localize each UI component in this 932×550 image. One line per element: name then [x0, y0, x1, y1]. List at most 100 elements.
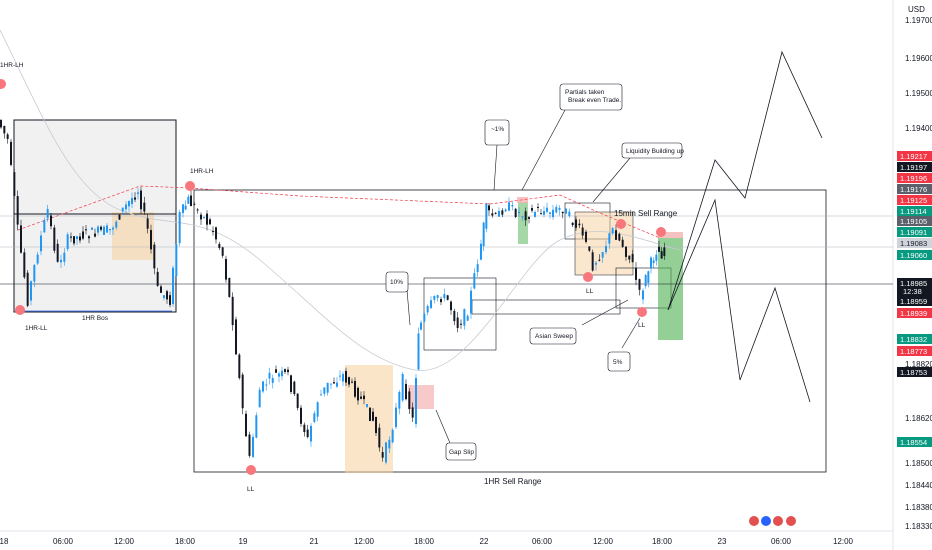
- candle-body: [310, 425, 312, 442]
- price-badge-label: 1.19196: [900, 174, 927, 183]
- candle-body: [88, 236, 90, 239]
- candle-body: [369, 407, 371, 421]
- candle-body: [339, 375, 341, 377]
- price-badge: [897, 296, 932, 306]
- candle-body: [625, 246, 627, 257]
- price-badge-label: 1.18554: [900, 438, 927, 447]
- candle-body: [238, 354, 241, 379]
- price-tick-label: 1.18380: [905, 503, 932, 512]
- candle-body: [36, 254, 39, 264]
- candle-body: [271, 378, 274, 383]
- candle-body: [618, 234, 621, 241]
- candle-body: [316, 402, 319, 417]
- candle-body: [491, 213, 494, 216]
- candle-body: [488, 205, 490, 211]
- candle-body: [540, 213, 542, 215]
- candle-body: [169, 295, 171, 305]
- price-badge: [897, 346, 932, 356]
- candle-body: [262, 381, 264, 392]
- candle-body: [660, 251, 663, 259]
- candle-body: [278, 373, 280, 377]
- candle-body: [561, 211, 564, 214]
- price-axis[interactable]: 1.197001.196001.195001.194001.188801.188…: [905, 16, 932, 531]
- countdown-label: 12:38: [903, 287, 922, 296]
- candle-body: [97, 226, 99, 233]
- candle-body: [508, 202, 510, 211]
- price-badge-label: 1.18959: [900, 297, 927, 306]
- candle-body: [575, 219, 577, 228]
- candle-body: [56, 243, 59, 262]
- candle-body: [275, 369, 277, 373]
- candle-body: [140, 190, 142, 210]
- candle-body: [628, 255, 631, 260]
- candle-body: [196, 209, 199, 211]
- candle-body: [514, 208, 517, 218]
- candle-body: [146, 218, 149, 229]
- candle-body: [485, 204, 488, 229]
- price-badge-label: 1.19197: [900, 163, 927, 172]
- candle-body: [647, 271, 650, 283]
- candle-body: [480, 243, 482, 260]
- candle-body: [137, 192, 139, 194]
- candle-body: [16, 196, 19, 225]
- candle-body: [215, 227, 217, 240]
- price-badge: [897, 238, 932, 248]
- candle-body: [160, 286, 162, 293]
- candle-body: [351, 381, 353, 383]
- candle-body: [76, 236, 78, 240]
- candle-body: [518, 211, 520, 213]
- price-tick-label: 1.18330: [905, 522, 932, 531]
- time-axis[interactable]: 18 06:00 12:00 18:00 19 21 12:00 18:00 22 06:00 12…: [0, 537, 854, 546]
- sell-range-box: [193, 189, 827, 473]
- candle-body: [611, 228, 614, 234]
- candle-body: [134, 197, 136, 200]
- candle-body: [128, 201, 130, 207]
- anno-10pct: 10%: [390, 279, 403, 286]
- candle-body: [40, 235, 42, 252]
- candle-body: [395, 407, 397, 428]
- candle-body: [46, 208, 49, 218]
- candle-body: [348, 377, 350, 385]
- candle-body: [6, 134, 9, 139]
- candle-body: [543, 211, 545, 215]
- candle-body: [598, 259, 601, 261]
- time-tick-label: 06:00: [53, 537, 74, 546]
- price-badge-label: 1.18773: [900, 347, 927, 356]
- candle-body: [94, 233, 96, 237]
- candle-body: [644, 275, 647, 287]
- candle-body: [470, 290, 472, 314]
- candle-body: [103, 226, 105, 235]
- candle-body: [342, 373, 344, 382]
- candle-body: [588, 246, 591, 251]
- gap-zone: [408, 385, 434, 409]
- price-badge: [897, 151, 932, 161]
- candle-body: [206, 213, 208, 225]
- price-tick-label: 1.18440: [905, 481, 932, 490]
- price-badge: [897, 206, 932, 216]
- price-badge-label: 1.19105: [900, 217, 927, 226]
- candle-body: [608, 233, 611, 244]
- candle-body: [473, 273, 476, 289]
- candle-body: [378, 427, 381, 448]
- candle-body: [281, 370, 283, 377]
- candle-body: [385, 442, 387, 463]
- candle-body: [225, 258, 227, 280]
- time-tick-label: 12:00: [833, 537, 854, 546]
- candle-body: [212, 231, 214, 233]
- price-badge-label: 1.19176: [900, 185, 927, 194]
- anno-15min-range: 15min Sell Range: [614, 209, 678, 218]
- candle-body: [268, 372, 271, 379]
- entry-zone-green: [518, 202, 528, 244]
- price-badge: [897, 437, 932, 447]
- candle-body: [106, 225, 108, 233]
- candle-body: [388, 439, 391, 449]
- price-badge-label: 1.18753: [900, 368, 927, 377]
- candle-body: [401, 374, 404, 401]
- candle-body: [482, 222, 485, 247]
- candle-body: [326, 382, 329, 393]
- candle-body: [552, 209, 554, 218]
- candle-body: [43, 220, 46, 233]
- candle-body: [156, 271, 159, 286]
- candle-body: [360, 396, 362, 399]
